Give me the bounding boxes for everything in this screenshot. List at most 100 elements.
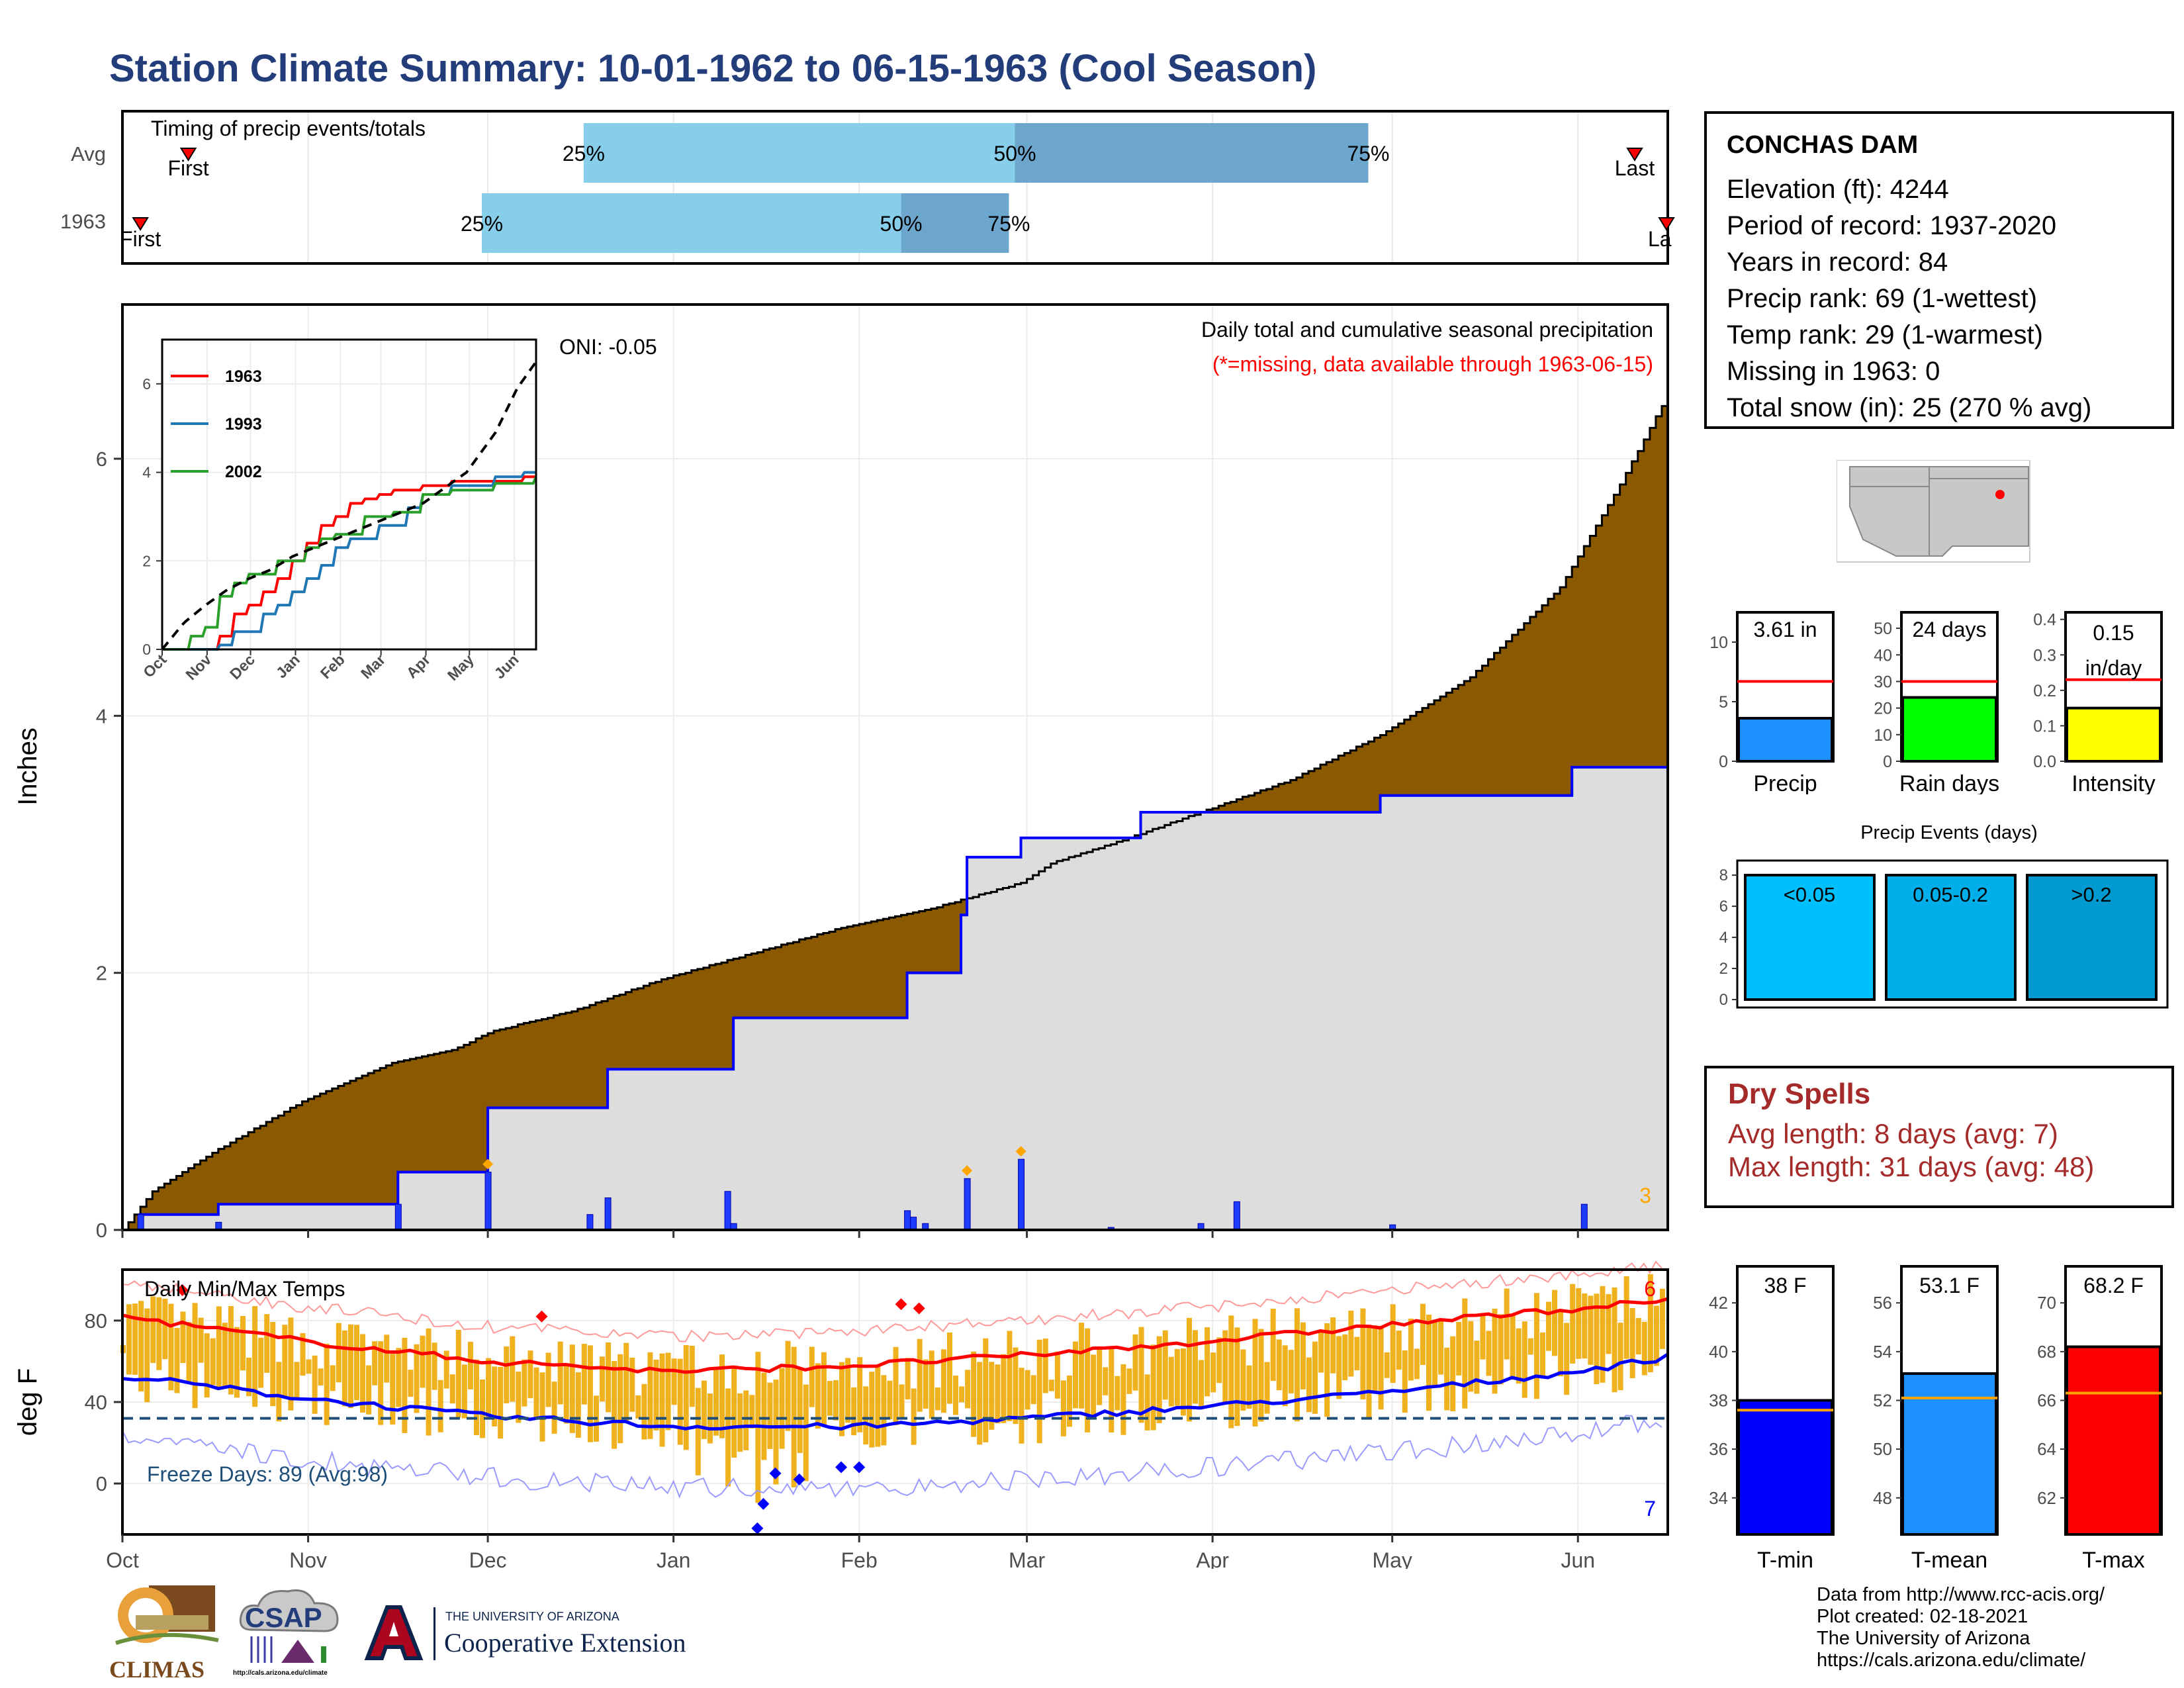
temps-daily-bar: [1647, 1274, 1653, 1373]
temps-record-low-marker: [757, 1497, 770, 1510]
precip-daily-bar: [484, 1172, 492, 1231]
temps-daily-bar: [971, 1351, 977, 1437]
temps-daily-bar: [1097, 1346, 1103, 1405]
temps-daily-bar: [1492, 1308, 1498, 1394]
temps-daily-bar: [1552, 1289, 1558, 1356]
inset-xtick-label: Feb: [317, 651, 348, 682]
temps-daily-bar: [1606, 1293, 1612, 1354]
temps-daily-bar: [1126, 1368, 1132, 1394]
temps-daily-bar: [204, 1333, 210, 1398]
dry-spells-avg: Avg length: 8 days (avg: 7): [1728, 1118, 2058, 1149]
temps-count-high: 6: [1644, 1277, 1656, 1301]
temp-bar-tick-label: 68: [2037, 1342, 2056, 1362]
temps-daily-bar: [1558, 1309, 1564, 1377]
temps-chart: Daily Min/Max Temps Freeze Days: 89 (Avg…: [13, 1260, 1669, 1569]
temps-daily-bar: [1450, 1336, 1456, 1411]
temps-ytick-label: 0: [96, 1472, 107, 1495]
temps-daily-bar: [815, 1363, 821, 1429]
temps-daily-bar: [1013, 1347, 1019, 1425]
temps-daily-bar: [659, 1353, 665, 1447]
temps-daily-bar: [1623, 1276, 1629, 1359]
temps-daily-bar: [977, 1362, 983, 1445]
temps-daily-bar: [647, 1352, 653, 1439]
temps-daily-bar: [1641, 1321, 1647, 1376]
temps-daily-bar: [899, 1384, 905, 1418]
temps-daily-bar: [1390, 1304, 1396, 1383]
temp-bar-value: 53.1 F: [1919, 1274, 1979, 1297]
temps-daily-bar: [1456, 1322, 1462, 1376]
temps-record-low-marker: [853, 1461, 866, 1474]
temps-daily-bar: [1168, 1356, 1174, 1407]
temps-daily-bar: [863, 1386, 869, 1445]
precip-daily-bar: [964, 1178, 971, 1231]
temps-daily-bar: [1504, 1288, 1510, 1360]
temps-daily-bar: [353, 1325, 359, 1401]
temps-daily-bar: [617, 1354, 623, 1444]
temps-daily-bar: [695, 1387, 701, 1476]
temps-daily-bar: [934, 1387, 940, 1411]
summary-bar-Intensity: [2066, 706, 2161, 763]
summary-bar-tick-label: 0: [1719, 753, 1728, 771]
temps-daily-bar: [749, 1395, 755, 1429]
summary-bars-top: 0 5 10 3.61 in Precip 0 10 20 30 40 50 24 days Rain …: [1709, 611, 2163, 794]
temps-label: Daily Min/Max Temps: [144, 1277, 345, 1301]
temps-daily-bar: [1030, 1375, 1036, 1405]
temp-bar-label: T-min: [1757, 1548, 1813, 1573]
temps-daily-bar: [1408, 1319, 1414, 1381]
station-period: Period of record: 1937-2020: [1727, 211, 2057, 240]
summary-bar-tick-label: 10: [1709, 633, 1728, 652]
summary-bar-Precip: [1737, 717, 1833, 763]
station-elevation: Elevation (ft): 4244: [1727, 175, 1949, 204]
temps-daily-bar: [533, 1367, 539, 1420]
temps-daily-bar: [246, 1357, 252, 1397]
temps-daily-bar: [683, 1345, 689, 1450]
station-info-box: CONCHAS DAM Elevation (ft): 4244 Period …: [1704, 111, 2174, 429]
temps-daily-bar: [378, 1341, 384, 1425]
temps-daily-bar: [1294, 1308, 1300, 1422]
temp-bar-tick-label: 48: [1873, 1488, 1892, 1508]
timing-year-first-marker: [132, 217, 149, 231]
temps-daily-bar: [300, 1333, 306, 1376]
temps-daily-bar: [1109, 1346, 1115, 1432]
temps-daily-bar: [845, 1358, 851, 1423]
precip-year-line: [122, 766, 1669, 1231]
temps-daily-bar: [809, 1346, 815, 1407]
temps-daily-bar: [1132, 1334, 1138, 1391]
temps-daily-bar: [731, 1367, 737, 1458]
summary-bar-tick-label: 50: [1874, 620, 1892, 638]
temps-xtick-label: Mar: [1009, 1548, 1045, 1569]
inset-legend-label: 1963: [225, 367, 262, 386]
temps-daily-bar: [1588, 1295, 1594, 1365]
temps-daily-bar: [713, 1369, 719, 1436]
inset-line-1963: [162, 475, 536, 651]
inset-legend-label: 1993: [225, 415, 262, 434]
temps-daily-bar: [1156, 1336, 1162, 1423]
temp-bar-tick-label: 64: [2037, 1439, 2056, 1459]
temps-daily-bar: [1360, 1308, 1366, 1400]
temps-record-min-line: [122, 1415, 1662, 1499]
temps-daily-bar: [761, 1372, 767, 1460]
ua-logo: THE UNIVERSITY OF ARIZONA Cooperative Ex…: [361, 1602, 745, 1668]
temps-daily-bar: [1001, 1354, 1007, 1423]
temps-daily-bar: [1474, 1340, 1480, 1394]
precip-ytick-label: 0: [96, 1219, 107, 1242]
temps-daily-bar: [1516, 1328, 1522, 1384]
temps-daily-bar: [940, 1349, 946, 1413]
temps-daily-bar: [575, 1372, 581, 1438]
temps-daily-bar: [587, 1345, 593, 1442]
temp-bar-tick-label: 40: [1709, 1342, 1728, 1362]
temps-ytick-label: 40: [85, 1391, 107, 1414]
timing-row-year: 1963: [60, 210, 106, 233]
temps-daily-bar: [851, 1387, 857, 1436]
temps-daily-bar: [1222, 1330, 1228, 1403]
ua-divider: [433, 1607, 435, 1660]
temps-daily-bar: [1420, 1303, 1426, 1366]
ua-big-text: Cooperative Extension: [444, 1628, 686, 1658]
precip-chart: 0 2 4 6 Daily total and cumulative seasonal…: [13, 303, 1669, 1242]
temps-daily-bar: [539, 1372, 545, 1442]
temps-daily-bar: [677, 1358, 683, 1445]
timing-row-avg: Avg: [71, 142, 106, 165]
precip-ytick-label: 2: [96, 962, 107, 985]
temps-daily-bar: [600, 1356, 606, 1402]
temps-daily-bar: [360, 1334, 366, 1413]
